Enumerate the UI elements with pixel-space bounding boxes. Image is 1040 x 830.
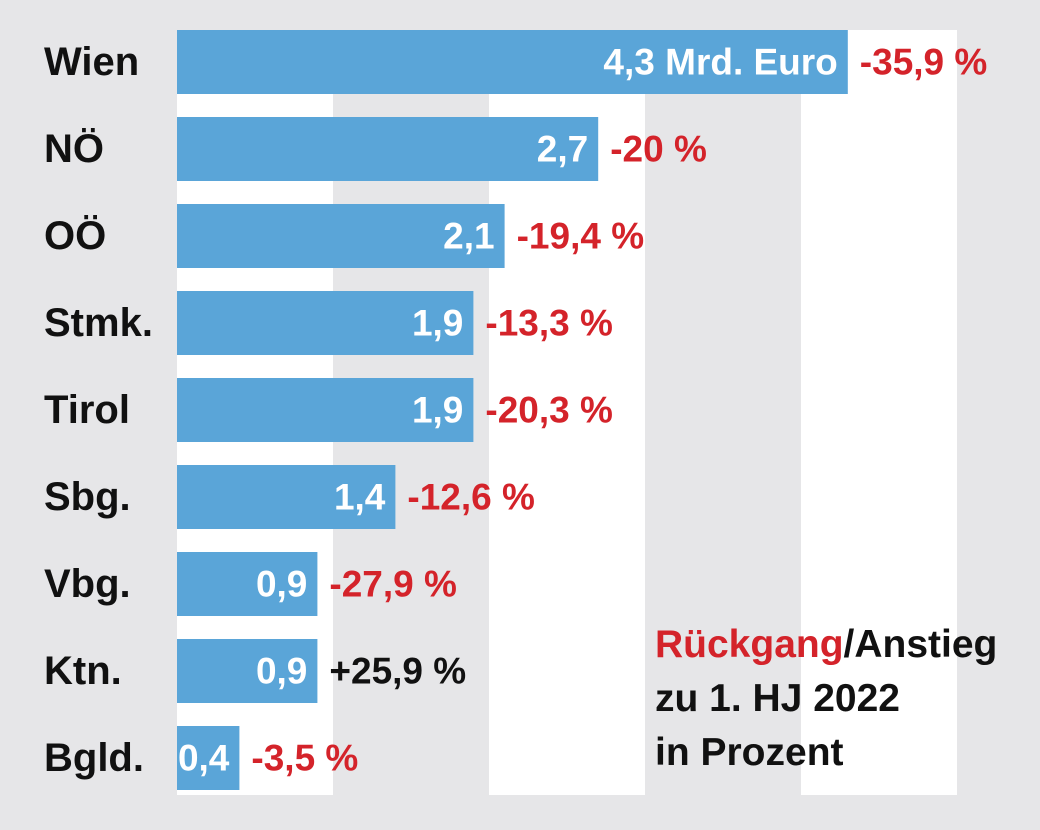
bar-value-label: 2,7 <box>537 129 588 170</box>
change-label: -20 % <box>610 129 707 170</box>
bar-value-label: 0,9 <box>256 564 307 605</box>
change-label: -13,3 % <box>485 303 613 344</box>
bar-value-label: 1,4 <box>334 477 386 518</box>
bar-value-label: 2,1 <box>443 216 494 257</box>
bar <box>177 117 599 181</box>
legend-line-3: in Prozent <box>655 731 844 774</box>
legend: Rückgang/Anstieg zu 1. HJ 2022 in Prozen… <box>655 618 997 780</box>
change-label: -20,3 % <box>485 390 613 431</box>
bar <box>177 726 240 790</box>
change-label: -3,5 % <box>251 738 358 779</box>
change-label: -35,9 % <box>860 42 988 83</box>
bar-value-label: 1,9 <box>412 303 463 344</box>
category-label: Sbg. <box>44 475 131 519</box>
bar <box>177 291 474 355</box>
legend-line-2: zu 1. HJ 2022 <box>655 677 900 720</box>
category-label: Stmk. <box>44 301 153 345</box>
bar <box>177 639 318 703</box>
bar-value-label: 4,3 Mrd. Euro <box>603 42 837 83</box>
bar-value-label: 1,9 <box>412 390 463 431</box>
category-label: Tirol <box>44 388 130 432</box>
category-label: Vbg. <box>44 562 131 606</box>
legend-increase: /Anstieg <box>843 623 998 666</box>
bar <box>177 378 474 442</box>
bar <box>177 552 318 616</box>
category-label: Bgld. <box>44 736 144 780</box>
legend-decrease: Rückgang <box>655 623 844 666</box>
category-label: NÖ <box>44 126 104 171</box>
category-label: OÖ <box>44 213 106 258</box>
bar <box>177 30 848 94</box>
bar <box>177 465 396 529</box>
change-label: -12,6 % <box>407 477 535 518</box>
change-label: -19,4 % <box>517 216 645 257</box>
category-label: Ktn. <box>44 649 122 693</box>
bar <box>177 204 505 268</box>
legend-line-1: Rückgang/Anstieg <box>655 618 997 672</box>
bar-value-label: 0,4 <box>178 738 230 779</box>
bar-value-label: 0,9 <box>256 651 307 692</box>
change-label: +25,9 % <box>329 651 466 692</box>
grid-band <box>801 30 957 795</box>
change-label: -27,9 % <box>329 564 457 605</box>
category-label: Wien <box>44 40 139 84</box>
